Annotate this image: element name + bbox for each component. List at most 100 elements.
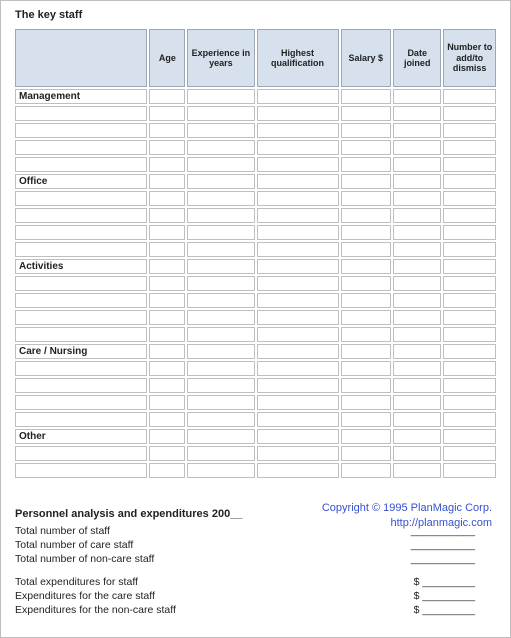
table-cell[interactable] xyxy=(257,344,339,359)
table-cell[interactable] xyxy=(393,174,441,189)
table-cell[interactable] xyxy=(443,157,496,172)
table-cell[interactable] xyxy=(393,191,441,206)
table-cell[interactable] xyxy=(443,174,496,189)
table-cell[interactable] xyxy=(341,106,391,121)
table-cell[interactable] xyxy=(341,140,391,155)
table-cell[interactable] xyxy=(15,106,147,121)
table-cell[interactable] xyxy=(187,276,254,291)
table-cell[interactable] xyxy=(443,208,496,223)
table-cell[interactable] xyxy=(187,242,254,257)
table-cell[interactable] xyxy=(257,208,339,223)
table-cell[interactable] xyxy=(443,463,496,478)
table-cell[interactable] xyxy=(187,123,254,138)
table-cell[interactable] xyxy=(443,276,496,291)
table-cell[interactable] xyxy=(187,361,254,376)
table-cell[interactable] xyxy=(341,361,391,376)
table-cell[interactable] xyxy=(257,89,339,104)
table-cell[interactable] xyxy=(257,259,339,274)
table-cell[interactable] xyxy=(443,327,496,342)
table-cell[interactable] xyxy=(393,208,441,223)
table-cell[interactable] xyxy=(187,293,254,308)
table-cell[interactable] xyxy=(149,412,185,427)
table-cell[interactable] xyxy=(443,242,496,257)
table-cell[interactable] xyxy=(15,395,147,410)
table-cell[interactable] xyxy=(15,293,147,308)
table-cell[interactable] xyxy=(149,225,185,240)
table-cell[interactable] xyxy=(149,191,185,206)
table-cell[interactable] xyxy=(443,225,496,240)
table-cell[interactable] xyxy=(341,344,391,359)
table-cell[interactable] xyxy=(187,412,254,427)
table-cell[interactable] xyxy=(15,327,147,342)
analysis-blank[interactable]: $ _________ xyxy=(414,575,475,589)
table-cell[interactable] xyxy=(257,446,339,461)
table-cell[interactable] xyxy=(393,123,441,138)
table-cell[interactable] xyxy=(341,310,391,325)
table-cell[interactable] xyxy=(341,157,391,172)
analysis-blank[interactable]: ___________ xyxy=(411,552,475,566)
table-cell[interactable] xyxy=(257,140,339,155)
table-cell[interactable] xyxy=(393,327,441,342)
table-cell[interactable] xyxy=(341,208,391,223)
table-cell[interactable] xyxy=(187,106,254,121)
table-cell[interactable] xyxy=(149,208,185,223)
table-cell[interactable] xyxy=(187,191,254,206)
analysis-blank[interactable]: ___________ xyxy=(411,538,475,552)
table-cell[interactable] xyxy=(341,446,391,461)
analysis-blank[interactable]: $ _________ xyxy=(414,603,475,617)
section-label-cell[interactable]: Office xyxy=(15,174,147,189)
table-cell[interactable] xyxy=(149,276,185,291)
table-cell[interactable] xyxy=(149,123,185,138)
table-cell[interactable] xyxy=(187,225,254,240)
table-cell[interactable] xyxy=(187,378,254,393)
table-cell[interactable] xyxy=(341,174,391,189)
table-cell[interactable] xyxy=(443,429,496,444)
table-cell[interactable] xyxy=(187,327,254,342)
table-cell[interactable] xyxy=(393,242,441,257)
table-cell[interactable] xyxy=(149,259,185,274)
table-cell[interactable] xyxy=(257,191,339,206)
table-cell[interactable] xyxy=(187,140,254,155)
table-cell[interactable] xyxy=(257,463,339,478)
table-cell[interactable] xyxy=(187,310,254,325)
table-cell[interactable] xyxy=(149,361,185,376)
table-cell[interactable] xyxy=(393,293,441,308)
table-cell[interactable] xyxy=(187,259,254,274)
table-cell[interactable] xyxy=(443,140,496,155)
table-cell[interactable] xyxy=(187,157,254,172)
table-cell[interactable] xyxy=(149,378,185,393)
table-cell[interactable] xyxy=(15,276,147,291)
table-cell[interactable] xyxy=(341,259,391,274)
table-cell[interactable] xyxy=(341,395,391,410)
table-cell[interactable] xyxy=(149,174,185,189)
table-cell[interactable] xyxy=(149,242,185,257)
table-cell[interactable] xyxy=(257,361,339,376)
table-cell[interactable] xyxy=(187,429,254,444)
table-cell[interactable] xyxy=(149,344,185,359)
table-cell[interactable] xyxy=(393,412,441,427)
table-cell[interactable] xyxy=(341,378,391,393)
table-cell[interactable] xyxy=(187,463,254,478)
table-cell[interactable] xyxy=(443,412,496,427)
section-label-cell[interactable]: Management xyxy=(15,89,147,104)
table-cell[interactable] xyxy=(15,412,147,427)
table-cell[interactable] xyxy=(393,157,441,172)
table-cell[interactable] xyxy=(149,327,185,342)
table-cell[interactable] xyxy=(257,174,339,189)
table-cell[interactable] xyxy=(15,242,147,257)
table-cell[interactable] xyxy=(15,157,147,172)
table-cell[interactable] xyxy=(257,310,339,325)
table-cell[interactable] xyxy=(15,361,147,376)
table-cell[interactable] xyxy=(187,174,254,189)
table-cell[interactable] xyxy=(443,361,496,376)
table-cell[interactable] xyxy=(15,140,147,155)
table-cell[interactable] xyxy=(257,123,339,138)
table-cell[interactable] xyxy=(257,412,339,427)
table-cell[interactable] xyxy=(393,259,441,274)
table-cell[interactable] xyxy=(187,89,254,104)
table-cell[interactable] xyxy=(257,242,339,257)
table-cell[interactable] xyxy=(15,208,147,223)
table-cell[interactable] xyxy=(257,157,339,172)
table-cell[interactable] xyxy=(393,395,441,410)
table-cell[interactable] xyxy=(15,378,147,393)
